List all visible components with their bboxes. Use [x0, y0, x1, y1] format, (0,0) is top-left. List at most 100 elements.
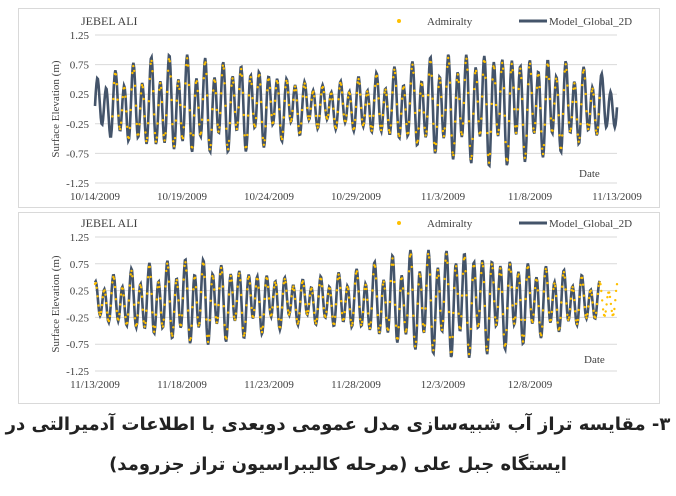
admiralty-point — [368, 114, 372, 118]
admiralty-point — [564, 288, 567, 291]
admiralty-point — [422, 111, 426, 114]
admiralty-point — [294, 89, 298, 92]
admiralty-point — [363, 114, 366, 117]
admiralty-point — [240, 311, 244, 314]
admiralty-point — [509, 270, 513, 273]
admiralty-point — [482, 280, 486, 284]
admiralty-point — [304, 86, 307, 90]
admiralty-point — [108, 314, 112, 318]
admiralty-point — [403, 320, 406, 324]
admiralty-point — [605, 303, 608, 306]
admiralty-point — [554, 285, 557, 288]
admiralty-point — [139, 107, 142, 110]
admiralty-point — [594, 129, 598, 132]
admiralty-point — [420, 83, 424, 87]
admiralty-point — [484, 76, 487, 80]
admiralty-point — [534, 104, 538, 108]
admiralty-point — [274, 283, 278, 287]
admiralty-point — [211, 108, 214, 111]
admiralty-point — [238, 87, 241, 91]
admiralty-point — [167, 58, 171, 61]
admiralty-point — [599, 283, 602, 286]
admiralty-point — [250, 82, 253, 86]
admiralty-point — [300, 289, 303, 292]
admiralty-point — [614, 289, 618, 293]
admiralty-point — [491, 267, 494, 270]
admiralty-point — [278, 108, 281, 111]
admiralty-point — [312, 301, 315, 304]
admiralty-point — [401, 287, 405, 290]
admiralty-point — [195, 80, 198, 83]
admiralty-point — [273, 281, 277, 284]
admiralty-point — [603, 314, 606, 317]
admiralty-point — [373, 84, 377, 88]
admiralty-point — [358, 82, 361, 85]
admiralty-point — [464, 270, 467, 273]
admiralty-point — [490, 102, 493, 106]
admiralty-point — [174, 119, 178, 122]
admiralty-point — [240, 74, 244, 78]
admiralty-point — [586, 313, 589, 316]
admiralty-point — [155, 136, 158, 139]
admiralty-point — [421, 323, 425, 326]
admiralty-point — [430, 325, 433, 328]
admiralty-point — [157, 104, 160, 107]
admiralty-point — [391, 91, 394, 94]
admiralty-point — [434, 142, 438, 146]
y-tick-label: -0.25 — [66, 119, 89, 131]
admiralty-point — [208, 148, 211, 151]
admiralty-point — [153, 131, 157, 135]
admiralty-point — [120, 109, 124, 112]
admiralty-point — [196, 89, 199, 93]
admiralty-point — [424, 134, 427, 137]
admiralty-point — [209, 299, 212, 302]
admiralty-point — [220, 266, 223, 270]
admiralty-point — [115, 83, 119, 86]
admiralty-point — [169, 75, 172, 78]
admiralty-point — [518, 72, 521, 75]
admiralty-point — [152, 90, 155, 93]
admiralty-point — [479, 290, 482, 293]
admiralty-point — [447, 56, 450, 60]
admiralty-point — [134, 104, 138, 107]
admiralty-point — [119, 303, 122, 306]
admiralty-point — [264, 125, 267, 128]
admiralty-point — [353, 282, 357, 285]
admiralty-point — [426, 263, 429, 267]
admiralty-point — [376, 313, 379, 317]
admiralty-point — [434, 319, 437, 322]
admiralty-point — [178, 87, 181, 91]
legend-marker-admiralty — [397, 19, 401, 23]
admiralty-point — [524, 297, 527, 301]
admiralty-point — [303, 293, 306, 296]
admiralty-point — [555, 80, 559, 83]
admiralty-point — [606, 296, 609, 299]
admiralty-point — [479, 131, 482, 134]
admiralty-point — [133, 84, 137, 88]
admiralty-point — [505, 328, 508, 332]
admiralty-point — [558, 134, 561, 137]
admiralty-point — [441, 129, 445, 133]
admiralty-point — [247, 275, 251, 279]
admiralty-point — [118, 312, 121, 316]
admiralty-point — [144, 321, 147, 325]
admiralty-point — [225, 127, 228, 130]
admiralty-point — [485, 345, 488, 348]
admiralty-point — [135, 323, 138, 326]
admiralty-point — [496, 132, 499, 136]
admiralty-point — [387, 118, 390, 122]
legend-label-admiralty: Admiralty — [427, 16, 473, 28]
admiralty-point — [494, 323, 498, 326]
admiralty-point — [560, 146, 563, 150]
admiralty-point — [118, 125, 121, 128]
admiralty-point — [272, 295, 275, 299]
admiralty-point — [393, 71, 397, 75]
admiralty-point — [588, 112, 592, 116]
admiralty-point — [210, 128, 213, 131]
admiralty-point — [139, 92, 143, 95]
admiralty-point — [309, 107, 312, 110]
admiralty-point — [339, 286, 342, 290]
admiralty-point — [201, 98, 205, 101]
admiralty-point — [220, 92, 223, 95]
admiralty-point — [556, 321, 559, 324]
